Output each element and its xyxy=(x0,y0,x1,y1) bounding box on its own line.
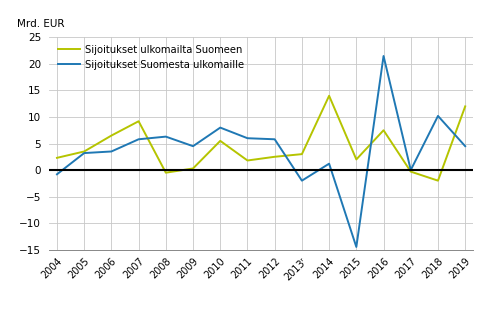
Sijoitukset ulkomailta Suomeen xyxy=(326,94,332,98)
Text: Mrd. EUR: Mrd. EUR xyxy=(17,19,64,29)
Sijoitukset ulkomailta Suomeen xyxy=(217,139,223,143)
Sijoitukset Suomesta ulkomaille xyxy=(353,245,359,249)
Sijoitukset Suomesta ulkomaille xyxy=(108,150,114,154)
Sijoitukset ulkomailta Suomeen xyxy=(81,150,87,154)
Sijoitukset Suomesta ulkomaille xyxy=(217,126,223,129)
Sijoitukset Suomesta ulkomaille xyxy=(190,144,196,148)
Sijoitukset Suomesta ulkomaille xyxy=(163,135,169,139)
Sijoitukset Suomesta ulkomaille xyxy=(81,151,87,155)
Sijoitukset Suomesta ulkomaille xyxy=(244,136,250,140)
Sijoitukset ulkomailta Suomeen xyxy=(462,105,468,108)
Legend: Sijoitukset ulkomailta Suomeen, Sijoitukset Suomesta ulkomaille: Sijoitukset ulkomailta Suomeen, Sijoituk… xyxy=(58,45,244,70)
Sijoitukset Suomesta ulkomaille xyxy=(54,173,60,176)
Sijoitukset ulkomailta Suomeen xyxy=(136,119,142,123)
Sijoitukset ulkomailta Suomeen xyxy=(435,179,441,183)
Sijoitukset Suomesta ulkomaille xyxy=(136,137,142,141)
Sijoitukset Suomesta ulkomaille xyxy=(326,162,332,166)
Sijoitukset Suomesta ulkomaille xyxy=(408,168,414,172)
Sijoitukset ulkomailta Suomeen xyxy=(244,158,250,162)
Sijoitukset ulkomailta Suomeen xyxy=(299,152,305,156)
Sijoitukset Suomesta ulkomaille xyxy=(435,114,441,118)
Sijoitukset ulkomailta Suomeen xyxy=(272,155,278,158)
Sijoitukset ulkomailta Suomeen xyxy=(54,156,60,160)
Line: Sijoitukset ulkomailta Suomeen: Sijoitukset ulkomailta Suomeen xyxy=(57,96,465,181)
Sijoitukset ulkomailta Suomeen xyxy=(190,167,196,170)
Sijoitukset Suomesta ulkomaille xyxy=(462,144,468,148)
Sijoitukset ulkomailta Suomeen xyxy=(408,170,414,173)
Sijoitukset ulkomailta Suomeen xyxy=(108,134,114,137)
Sijoitukset Suomesta ulkomaille xyxy=(381,54,386,58)
Sijoitukset Suomesta ulkomaille xyxy=(272,137,278,141)
Line: Sijoitukset Suomesta ulkomaille: Sijoitukset Suomesta ulkomaille xyxy=(57,56,465,247)
Sijoitukset ulkomailta Suomeen xyxy=(353,158,359,161)
Sijoitukset Suomesta ulkomaille xyxy=(299,179,305,183)
Sijoitukset ulkomailta Suomeen xyxy=(381,129,386,132)
Sijoitukset ulkomailta Suomeen xyxy=(163,171,169,174)
